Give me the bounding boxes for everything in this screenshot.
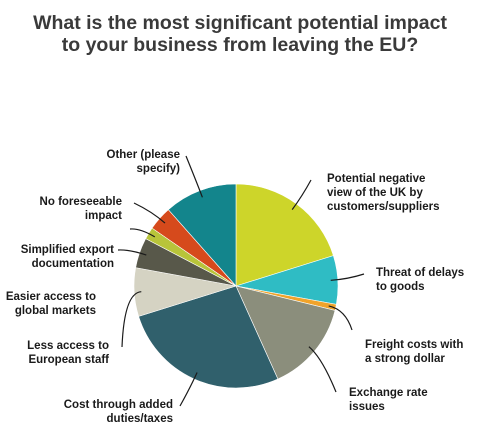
slice-label-9: No foreseeable impact	[40, 196, 123, 222]
leader-line-1	[291, 179, 312, 210]
leader-line-4	[308, 346, 337, 393]
slice-label-8: Simplified export documentation	[21, 244, 114, 270]
leader-line-6	[121, 291, 142, 348]
slice-label-1: Potential negative view of the UK by custo…	[327, 173, 439, 213]
chart-title: What is the most significant potential i…	[33, 12, 447, 56]
slice-label-6: Less access to European staff	[27, 340, 109, 366]
leader-line-7	[117, 249, 147, 256]
slice-label-10: Other (please specify)	[107, 149, 181, 175]
leader-line-10	[185, 155, 203, 198]
leader-line-3	[328, 305, 353, 331]
slice-label-5: Cost through added duties/taxes	[64, 399, 173, 425]
leader-line-9	[133, 202, 166, 224]
slice-label-4: Exchange rate issues	[349, 387, 428, 413]
slice-label-3: Freight costs with a strong dollar	[365, 339, 463, 365]
leader-line-8	[129, 228, 156, 238]
slice-label-7: Easier access to global markets	[6, 291, 96, 317]
leader-line-5	[179, 372, 198, 407]
leader-line-2	[330, 273, 365, 281]
slice-label-2: Threat of delays to goods	[376, 267, 464, 293]
